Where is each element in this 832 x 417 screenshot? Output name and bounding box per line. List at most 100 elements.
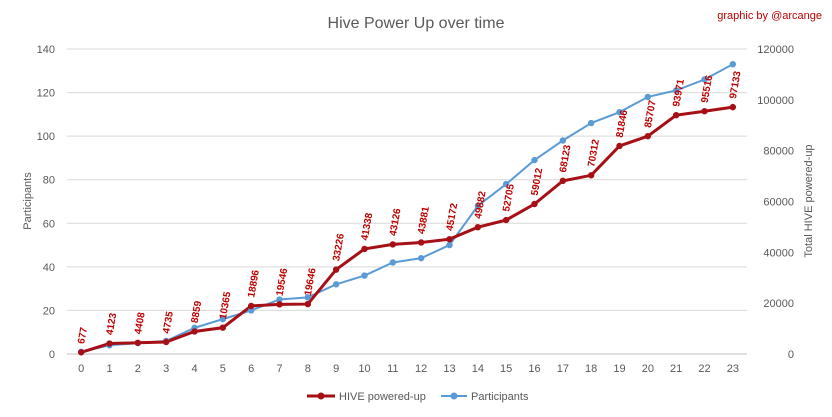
left-axis-ticks: 0 20 40 60 80 100 120 140 xyxy=(37,44,55,361)
x-tick-label: 18 xyxy=(585,363,597,375)
legend-participants-marker xyxy=(450,392,458,400)
participants-point xyxy=(616,108,623,116)
hive-powered-up-point xyxy=(332,266,340,273)
hive-powered-up-point xyxy=(77,349,85,356)
participants-point xyxy=(474,202,482,210)
hive-data-label: 8859 xyxy=(190,300,205,324)
gridlines xyxy=(67,48,747,311)
hive-powered-up-point xyxy=(672,111,680,119)
right-tick-label: 80000 xyxy=(763,146,794,158)
hive-data-label: 45172 xyxy=(445,202,461,232)
hive-data-label: 52705 xyxy=(501,183,517,213)
hive-data-label: 4123 xyxy=(105,312,120,336)
participants-point xyxy=(219,315,227,323)
x-tick-label: 4 xyxy=(191,363,197,375)
x-tick-label: 22 xyxy=(698,363,710,375)
hive-data-label: 18896 xyxy=(246,269,262,299)
legend: HIVE powered-up Participants xyxy=(307,391,529,403)
participants-point xyxy=(559,137,567,144)
participants-point xyxy=(304,294,312,301)
hive-data-label: 10365 xyxy=(218,290,234,320)
participants-point xyxy=(361,272,368,279)
hive-powered-up-point xyxy=(701,108,708,115)
right-tick-label: 100000 xyxy=(757,95,794,107)
hive-powered-up-point xyxy=(559,177,567,185)
hive-data-label: 19546 xyxy=(275,267,291,297)
hive-data-label: 70312 xyxy=(586,138,602,168)
x-tick-label: 7 xyxy=(276,363,282,375)
right-tick-label: 40000 xyxy=(763,247,794,259)
hive-powered-up-point xyxy=(502,216,510,224)
x-tick-label: 1 xyxy=(106,363,112,375)
x-tick-label: 16 xyxy=(528,363,540,375)
participants-point xyxy=(276,296,283,303)
hive-data-label: 43881 xyxy=(416,205,432,235)
participants-point xyxy=(247,307,255,314)
right-tick-label: 20000 xyxy=(763,298,794,310)
right-tick-label: 0 xyxy=(788,349,794,361)
x-tick-label: 6 xyxy=(248,363,254,375)
x-tick-label: 2 xyxy=(135,363,141,375)
x-tick-label: 15 xyxy=(500,363,512,375)
x-tick-label: 8 xyxy=(305,363,311,375)
participants-point xyxy=(672,87,680,94)
hive-powered-up-point xyxy=(304,300,312,308)
x-tick-label: 0 xyxy=(78,363,84,375)
right-tick-label: 120000 xyxy=(757,44,794,56)
series-points xyxy=(77,61,737,356)
left-tick-label: 140 xyxy=(37,44,55,56)
x-tick-label: 12 xyxy=(415,363,427,375)
hive-powered-up-point xyxy=(276,301,283,308)
x-tick-label: 10 xyxy=(358,363,370,375)
x-tick-label: 17 xyxy=(557,363,569,375)
hive-powered-up-point xyxy=(474,224,482,231)
hive-data-label: 59012 xyxy=(530,167,546,197)
right-axis-label: Total HIVE powered-up xyxy=(803,144,815,257)
hive-powered-up-point xyxy=(106,340,113,347)
hive-data-label: 677 xyxy=(76,326,90,345)
left-tick-label: 120 xyxy=(37,88,55,100)
hive-powered-up-point xyxy=(616,142,623,150)
hive-powered-up-point xyxy=(191,328,198,335)
x-tick-label: 20 xyxy=(642,363,654,375)
x-tick-label: 14 xyxy=(472,363,484,375)
hive-data-label: 43126 xyxy=(388,207,404,237)
left-tick-label: 40 xyxy=(43,262,55,274)
hive-data-label: 33226 xyxy=(331,232,347,262)
left-tick-label: 100 xyxy=(37,131,55,143)
participants-point xyxy=(644,93,652,101)
left-tick-label: 80 xyxy=(43,175,55,187)
hive-data-label: 95516 xyxy=(700,74,716,104)
hive-powered-up-point xyxy=(361,245,368,253)
participants-line xyxy=(80,63,734,353)
series-lines xyxy=(80,63,734,354)
right-axis-ticks: 0 20000 40000 60000 80000 100000 120000 xyxy=(757,44,794,361)
x-tick-label: 3 xyxy=(163,363,169,375)
participants-point xyxy=(417,254,425,262)
left-axis-label: Participants xyxy=(22,172,34,230)
hive-data-label: 81846 xyxy=(615,109,631,139)
participants-point xyxy=(502,180,510,188)
legend-hive-marker xyxy=(317,392,325,400)
hive-powered-up-point xyxy=(446,235,453,243)
hive-powered-up-point xyxy=(162,338,170,346)
legend-participants-label: Participants xyxy=(471,391,529,403)
hive-powered-up-point xyxy=(219,324,227,331)
hive-data-label: 85707 xyxy=(643,99,659,129)
hive-powered-up-line xyxy=(80,105,734,354)
left-tick-label: 60 xyxy=(43,218,55,230)
hive-data-label: 97133 xyxy=(728,70,744,100)
data-labels: 677 4123 4408 4735 8859 10365 18896 19546 19646 3… xyxy=(76,70,743,345)
hive-data-label: 41338 xyxy=(360,212,376,242)
x-tick-label: 23 xyxy=(727,363,739,375)
x-tick-label: 9 xyxy=(333,363,339,375)
hive-powered-up-point xyxy=(134,339,142,346)
credit-text: graphic by @arcange xyxy=(717,10,822,22)
x-tick-label: 5 xyxy=(220,363,226,375)
left-tick-label: 20 xyxy=(43,305,55,317)
chart-title: Hive Power Up over time xyxy=(328,15,505,32)
x-axis-ticks: 0 1 2 3 4 5 6 7 8 9 10 11 12 13 14 15 16 17 18 19 20 21 22 23 xyxy=(78,363,739,375)
participants-point xyxy=(332,281,340,288)
